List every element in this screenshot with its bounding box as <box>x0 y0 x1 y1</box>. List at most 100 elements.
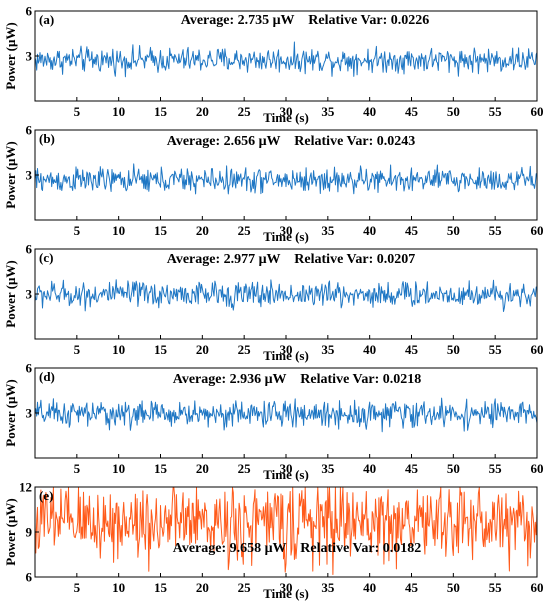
x-tick-label: 50 <box>447 104 460 119</box>
x-axis-label: Time (s) <box>263 348 309 363</box>
stats-annotation: Average: 2.656 μW Relative Var: 0.0243 <box>167 134 416 149</box>
y-tick-label: 6 <box>26 570 33 585</box>
x-tick-label: 55 <box>489 461 503 476</box>
x-tick-label: 15 <box>154 580 168 595</box>
x-tick-label: 50 <box>447 580 460 595</box>
x-tick-label: 35 <box>321 342 335 357</box>
x-tick-label: 5 <box>74 104 81 119</box>
x-tick-label: 60 <box>531 104 544 119</box>
x-tick-label: 50 <box>447 461 460 476</box>
y-tick-label: 12 <box>19 480 32 495</box>
panel-d: 5 10 15 20 25 30 35 40 45 50 55 60 3 6 Power (μW) Time … <box>3 361 544 483</box>
x-tick-label: 40 <box>363 104 376 119</box>
stats-annotation: Average: 9.658 μW Relative Var: 0.0182 <box>173 541 422 556</box>
x-axis-label: Time (s) <box>263 110 309 125</box>
x-tick-label: 60 <box>531 223 544 238</box>
x-tick-label: 20 <box>196 461 209 476</box>
x-tick-label: 25 <box>238 580 252 595</box>
y-tick-label: 6 <box>26 123 33 138</box>
y-tick-label: 3 <box>26 287 33 302</box>
series-line <box>34 487 538 575</box>
x-tick-label: 20 <box>196 223 209 238</box>
series-line <box>34 397 538 433</box>
y-tick-label: 3 <box>26 168 33 183</box>
stats-annotation: Average: 2.735 μW Relative Var: 0.0226 <box>181 13 430 28</box>
x-tick-label: 10 <box>112 342 125 357</box>
x-tick-label: 5 <box>74 223 81 238</box>
x-tick-label: 60 <box>531 461 544 476</box>
x-tick-label: 40 <box>363 342 376 357</box>
panel-label: (b) <box>39 131 55 146</box>
y-axis-label: Power (μW) <box>3 379 18 446</box>
y-axis-label: Power (μW) <box>3 498 18 565</box>
x-tick-label: 15 <box>154 104 168 119</box>
x-tick-label: 35 <box>321 104 335 119</box>
x-tick-label: 30 <box>280 104 293 119</box>
x-tick-label: 25 <box>238 461 252 476</box>
x-tick-label: 50 <box>447 223 460 238</box>
panel-a: 5 10 15 20 25 30 35 40 45 50 55 60 3 6 Power (μW) Time … <box>3 4 544 126</box>
x-tick-label: 20 <box>196 342 209 357</box>
x-axis-label: Time (s) <box>263 586 309 601</box>
x-tick-label: 45 <box>405 104 419 119</box>
panel-label: (e) <box>39 488 53 503</box>
x-tick-label: 40 <box>363 223 376 238</box>
panel-c: 5 10 15 20 25 30 35 40 45 50 55 60 3 6 Power (μW) Time … <box>3 242 544 364</box>
x-tick-label: 10 <box>112 461 125 476</box>
x-tick-label: 30 <box>280 580 293 595</box>
x-tick-label: 20 <box>196 580 209 595</box>
x-tick-label: 25 <box>238 104 252 119</box>
x-tick-label: 5 <box>74 461 81 476</box>
x-tick-label: 45 <box>405 580 419 595</box>
x-tick-label: 45 <box>405 342 419 357</box>
x-tick-label: 55 <box>489 580 503 595</box>
x-tick-label: 15 <box>154 223 168 238</box>
panel-label: (c) <box>39 250 53 265</box>
x-tick-label: 5 <box>74 580 81 595</box>
x-tick-label: 40 <box>363 580 376 595</box>
x-tick-label: 55 <box>489 104 503 119</box>
y-axis-label: Power (μW) <box>3 141 18 208</box>
x-tick-label: 40 <box>363 461 376 476</box>
panel-label: (d) <box>39 369 55 384</box>
x-tick-label: 35 <box>321 580 335 595</box>
x-tick-label: 50 <box>447 342 460 357</box>
x-tick-label: 15 <box>154 342 168 357</box>
series-line <box>34 41 538 78</box>
x-tick-label: 30 <box>280 223 293 238</box>
x-tick-label: 25 <box>238 342 252 357</box>
x-tick-label: 35 <box>321 461 335 476</box>
x-tick-label: 45 <box>405 461 419 476</box>
x-tick-label: 35 <box>321 223 335 238</box>
x-tick-label: 10 <box>112 223 125 238</box>
y-tick-label: 6 <box>26 4 33 19</box>
x-tick-label: 45 <box>405 223 419 238</box>
series-line <box>34 163 538 195</box>
y-axis-label: Power (μW) <box>3 22 18 89</box>
y-tick-label: 3 <box>26 49 33 64</box>
x-tick-label: 5 <box>74 342 81 357</box>
y-tick-label: 9 <box>26 525 33 540</box>
panel-b: 5 10 15 20 25 30 35 40 45 50 55 60 3 6 Power (μW) Time … <box>3 123 544 245</box>
x-axis-label: Time (s) <box>263 229 309 244</box>
x-tick-label: 30 <box>280 342 293 357</box>
x-tick-label: 15 <box>154 461 168 476</box>
x-axis-label: Time (s) <box>263 467 309 482</box>
x-tick-label: 60 <box>531 580 544 595</box>
x-tick-label: 30 <box>280 461 293 476</box>
x-tick-label: 55 <box>489 342 503 357</box>
x-tick-label: 10 <box>112 104 125 119</box>
x-tick-label: 60 <box>531 342 544 357</box>
stats-annotation: Average: 2.977 μW Relative Var: 0.0207 <box>167 252 416 267</box>
y-tick-label: 6 <box>26 361 33 376</box>
panel-label: (a) <box>39 12 54 27</box>
y-tick-label: 6 <box>26 242 33 257</box>
x-tick-label: 25 <box>238 223 252 238</box>
x-tick-label: 20 <box>196 104 209 119</box>
y-tick-label: 3 <box>26 406 33 421</box>
series-line <box>34 279 538 312</box>
x-tick-label: 10 <box>112 580 125 595</box>
y-axis-label: Power (μW) <box>3 260 18 327</box>
